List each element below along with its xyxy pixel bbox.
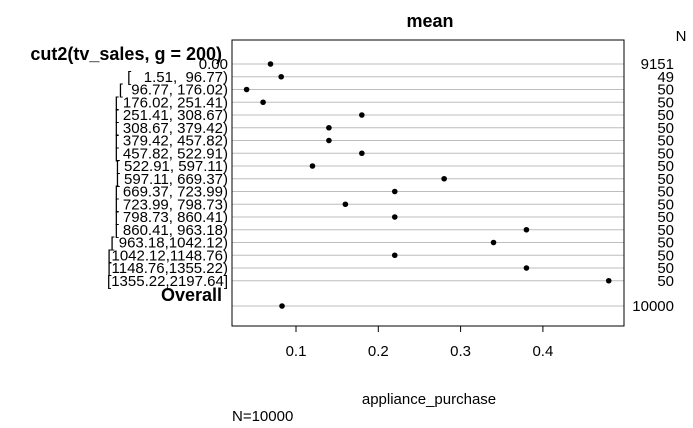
n-labels: 9151495050505050505050505050505050505010… [632,56,674,315]
n-value-10: 50 [657,171,674,188]
point-1 [267,61,274,67]
row-label-12: [ 723.99, 798.73) [115,196,228,213]
point-18 [605,277,612,284]
point-5 [359,112,365,118]
footnote: N=10000 [232,408,293,425]
n-value-12: 50 [657,196,674,213]
row-label-17: [1148.76,1355.22) [107,260,228,277]
n-value-1: 9151 [641,56,674,73]
row-label-7: [ 379.42, 457.82) [115,133,228,150]
n-value-17: 50 [657,260,674,277]
n-value-13: 50 [657,209,674,226]
x-axis: 0.1 0.2 0.3 0.4 [286,326,553,360]
x-tick-label-1: 0.1 [286,343,307,360]
row-label-14: [ 860.41, 963.18) [115,222,228,239]
plot-frame [231,39,625,327]
point-overall [279,303,285,309]
row-label-5: [ 251.41, 308.67) [115,107,228,124]
n-value-7: 50 [657,133,674,150]
point-17 [523,265,530,271]
row-label-10: [ 597.11, 669.37) [116,171,228,188]
row-label-13: [ 798.73, 860.41) [115,209,228,226]
overall-label: Overall [161,285,222,305]
point-16 [391,252,398,259]
n-value-14: 50 [657,222,674,239]
row-label-11: [ 669.37, 723.99) [115,184,228,201]
row-label-2: [ 1.51, 96.77) [127,69,228,86]
row-label-8: [ 457.82, 522.91) [115,145,228,162]
n-value-18: 50 [657,273,674,290]
chart-title: mean [406,11,453,31]
row-label-3: [ 96.77, 176.02) [119,82,228,99]
point-11 [391,188,398,195]
row-label-16: [1042.12,1148.76) [107,247,228,264]
point-12 [342,201,349,208]
point-2 [278,73,284,80]
n-value-6: 50 [657,120,674,137]
n-value-15: 50 [657,235,674,252]
point-15 [490,239,497,246]
data-points [243,61,612,309]
point-7 [326,137,332,144]
n-value-3: 50 [657,82,674,99]
point-9 [309,163,316,169]
n-value-5: 50 [657,107,674,124]
x-tick-label-3: 0.3 [450,343,471,360]
grid-lines [232,63,624,307]
point-13 [391,214,398,220]
row-labels: 0.00[ 1.51, 96.77)[ 96.77, 176.02)[ 176.… [107,56,228,290]
group-label: cut2(tv_sales, g = 200) [30,44,222,64]
n-value-8: 50 [657,145,674,162]
n-value-2: 49 [657,69,674,86]
point-4 [260,99,266,106]
x-tick-label-4: 0.4 [532,343,553,360]
n-value-4: 50 [657,94,674,111]
n-value-16: 50 [657,247,674,264]
row-label-18: [1355.22,2197.64] [107,273,228,290]
point-14 [523,226,530,233]
n-column-header: N [676,28,687,45]
point-10 [441,175,447,182]
n-value-overall: 10000 [632,298,674,315]
n-value-11: 50 [657,184,674,201]
row-label-6: [ 308.67, 379.42) [115,120,228,137]
point-6 [326,124,332,131]
point-3 [243,86,250,93]
x-axis-label: appliance_purchase [362,391,496,408]
row-label-9: [ 522.91, 597.11) [116,158,228,175]
n-value-9: 50 [657,158,674,175]
point-8 [359,150,365,157]
row-label-1: 0.00 [199,56,228,73]
row-label-15: [ 963.18,1042.12) [110,235,228,252]
row-label-4: [ 176.02, 251.41) [115,94,228,111]
x-tick-label-2: 0.2 [368,343,389,360]
